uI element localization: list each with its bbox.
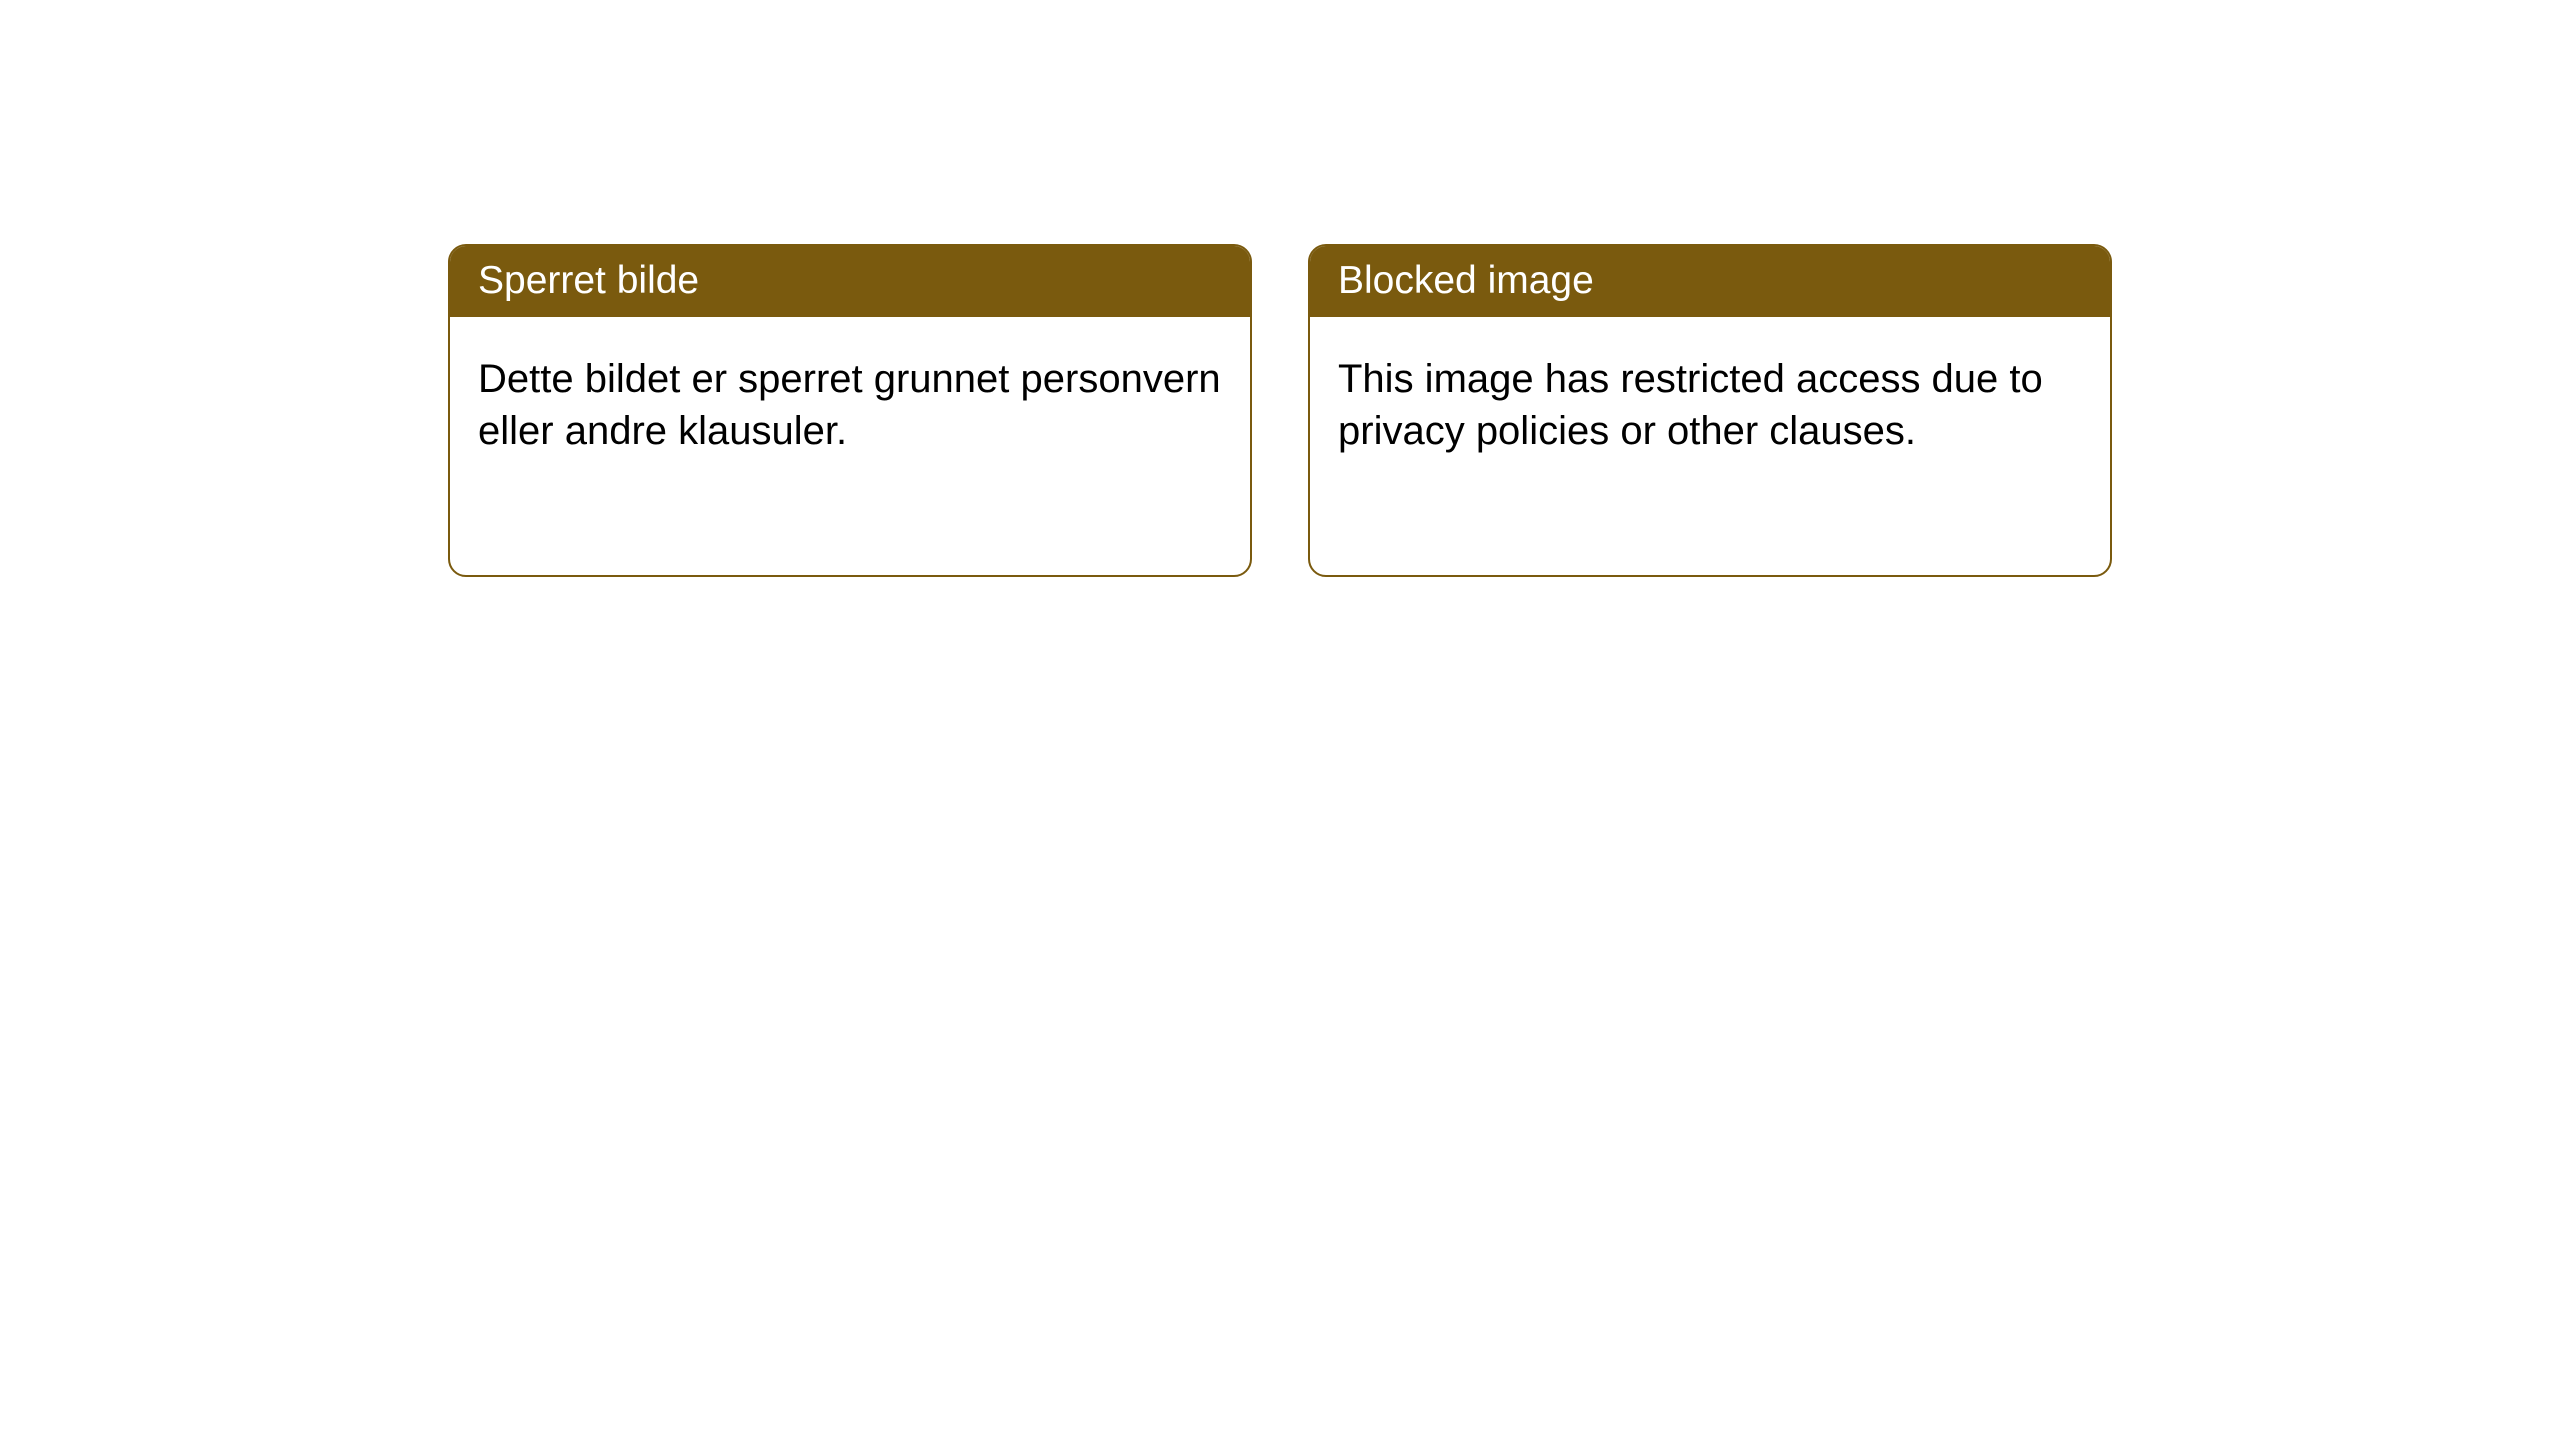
notice-header: Blocked image xyxy=(1310,246,2110,317)
notice-card-english: Blocked image This image has restricted … xyxy=(1308,244,2112,577)
notice-header: Sperret bilde xyxy=(450,246,1250,317)
notice-body: This image has restricted access due to … xyxy=(1310,317,2110,493)
notice-body: Dette bildet er sperret grunnet personve… xyxy=(450,317,1250,493)
notice-card-norwegian: Sperret bilde Dette bildet er sperret gr… xyxy=(448,244,1252,577)
notice-container: Sperret bilde Dette bildet er sperret gr… xyxy=(0,0,2560,577)
